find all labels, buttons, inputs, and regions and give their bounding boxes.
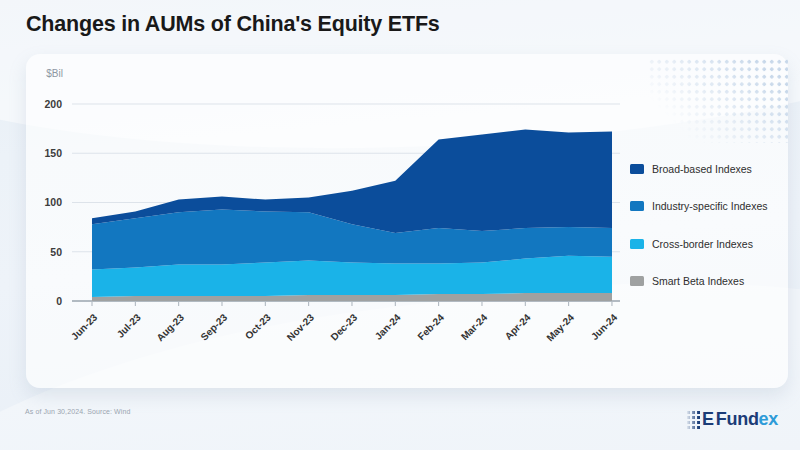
legend-swatch <box>630 164 644 174</box>
x-axis-label: Sep-23 <box>198 311 229 342</box>
x-axis-label: Oct-23 <box>243 311 273 341</box>
legend-label: Broad-based Indexes <box>652 163 752 175</box>
legend-label: Smart Beta Indexes <box>652 275 744 287</box>
x-axis-label: Jul-23 <box>115 311 144 340</box>
logo-halftone-icon <box>686 410 701 429</box>
legend-item-broad-based-indexes: Broad-based Indexes <box>630 160 768 177</box>
legend-swatch <box>630 239 644 249</box>
legend-item-smart-beta-indexes: Smart Beta Indexes <box>630 273 768 290</box>
x-axis-label: Aug-23 <box>154 311 186 343</box>
legend-label: Industry-specific Indexes <box>652 200 768 212</box>
y-axis-tick-label: 150 <box>44 147 62 159</box>
fundex-logo: E Fund ex <box>686 409 778 430</box>
y-axis-tick-label: 200 <box>44 98 62 110</box>
x-axis-label: Dec-23 <box>328 311 359 342</box>
x-axis-label: Nov-23 <box>285 311 317 343</box>
y-axis-tick-label: 50 <box>50 246 62 258</box>
x-axis-label: Mar-24 <box>459 311 490 342</box>
logo-letter-e: E <box>702 409 714 430</box>
logo-text-ex: ex <box>759 409 778 430</box>
legend-swatch <box>630 201 644 211</box>
chart-legend: Broad-based Indexes Industry-specific Ind… <box>630 160 768 290</box>
y-axis-tick-label: 100 <box>44 196 62 208</box>
x-axis-label: Feb-24 <box>415 311 446 342</box>
logo-text-fund: Fund <box>716 409 759 430</box>
x-axis-label: Apr-24 <box>503 311 533 341</box>
x-axis-label: Jan-24 <box>373 311 403 341</box>
legend-swatch <box>630 276 644 286</box>
x-axis-label: Jun-24 <box>589 311 620 342</box>
legend-item-industry-specific-indexes: Industry-specific Indexes <box>630 198 768 215</box>
x-axis-label: May-24 <box>544 311 576 343</box>
y-axis-unit-label: $Bil <box>46 68 63 79</box>
legend-item-cross-border-indexes: Cross-border Indexes <box>630 235 768 252</box>
x-axis-label: Jun-23 <box>69 311 100 342</box>
legend-label: Cross-border Indexes <box>652 238 753 250</box>
source-footnote: As of Jun 30,2024. Source: Wind <box>25 408 130 415</box>
y-axis-tick-label: 0 <box>56 295 62 307</box>
